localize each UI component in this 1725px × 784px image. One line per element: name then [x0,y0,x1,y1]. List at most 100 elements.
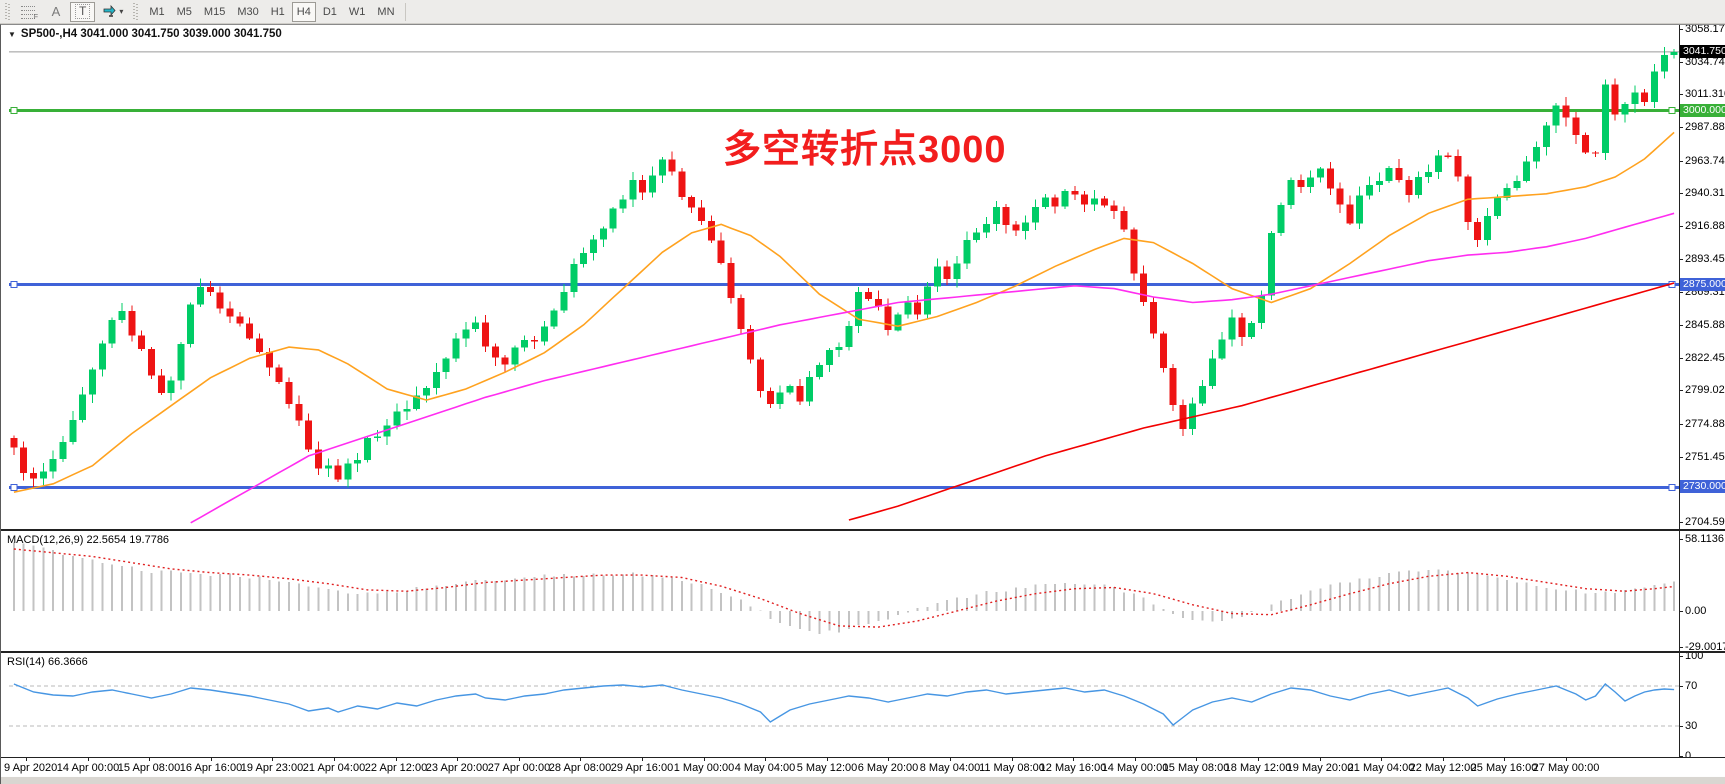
price-axis-label: 2916.880 [1685,220,1725,232]
tf-button-m5[interactable]: M5 [176,5,192,18]
time-axis-label: 22 May 12:00 [1409,762,1477,774]
fibonacci-retracement-button[interactable]: F [16,2,42,22]
time-axis[interactable]: 9 Apr 2020 14 Apr 00:00 15 Apr 08:00 16 Apr… [1,758,1725,776]
tf-button-d1[interactable]: D1 [322,5,337,18]
rsi-axis-tick [1679,656,1683,657]
arrow-tools-button[interactable]: ▾ [97,2,128,22]
text-tool-button[interactable]: T [70,1,96,22]
price-badge-3000.000: 3000.000 [1680,104,1725,117]
price-axis-label: 2822.450 [1685,352,1725,364]
macd-signal-line [13,548,1675,628]
rsi-axis-tick [1679,686,1683,687]
text-label-button[interactable]: A [44,2,68,22]
tf-button-w1[interactable]: W1 [348,5,366,18]
price-axis-label: 3058.170 [1685,25,1725,35]
time-axis-tick [396,758,397,761]
resistance-3000-handle-right[interactable] [1668,107,1676,114]
price-axis-tick [1679,457,1683,458]
time-axis-tick [88,758,89,761]
price-badge-3041.750: 3041.750 [1680,45,1725,58]
time-axis-label: 27 May 00:00 [1532,762,1600,774]
time-axis-tick [580,758,581,761]
time-axis-tick [1320,758,1321,761]
chart-text-annotation[interactable]: 多空转折点3000 [723,129,1007,171]
price-axis-tick [1679,193,1683,194]
tf-button-m1[interactable]: M1 [149,5,165,18]
toolbar-grip[interactable] [5,2,11,21]
time-axis-label: 8 May 04:00 [919,762,981,774]
main-price-panel[interactable]: ▼ SP500-,H4 3041.000 3041.750 3039.000 3… [1,25,1725,531]
price-badge-2730.000: 2730.000 [1680,480,1725,493]
window-bottom-strip [1,776,1725,784]
price-axis-tick [1679,325,1683,326]
support-2730-handle-right[interactable] [1668,484,1676,491]
macd-canvas[interactable] [1,531,1679,651]
time-axis-label: 6 May 20:00 [857,762,919,774]
price-axis-tick [1679,292,1683,293]
time-axis-tick [827,758,828,761]
time-axis-label: 14 Apr 00:00 [56,762,120,774]
price-axis-tick [1679,62,1683,63]
price-badge-2875.000: 2875.000 [1680,278,1725,291]
time-axis-tick [1443,758,1444,761]
time-axis-label: 19 Apr 23:00 [240,762,304,774]
ma-mid-line [190,212,1675,524]
tf-button-mn[interactable]: MN [377,5,395,18]
chart-title-collapse-icon[interactable]: ▼ [8,29,16,39]
rsi-axis-border [1679,653,1680,757]
time-axis-tick [642,758,643,761]
macd-panel[interactable]: MACD(12,26,9) 22.5654 19.7786 58.1136 0.0… [1,531,1725,653]
resistance-3000-handle-left[interactable] [10,107,18,114]
time-axis-label: 21 Apr 04:00 [302,762,366,774]
macd-axis-label: 58.1136 [1685,533,1724,545]
price-axis-tick [1679,259,1683,260]
time-axis-label: 25 May 16:00 [1470,762,1538,774]
price-axis-tick [1679,358,1683,359]
chevron-down-icon: ▾ [119,7,124,16]
tf-button-m30[interactable]: M30 [237,5,259,18]
time-axis-tick [26,758,27,761]
rsi-axis-label: 100 [1685,653,1704,662]
time-axis-tick [1135,758,1136,761]
time-axis-tick [1504,758,1505,761]
tf-button-m15[interactable]: M15 [203,5,226,18]
support-2875-handle-left[interactable] [10,281,18,288]
tf-button-h4-active[interactable]: H4 [291,1,316,22]
time-axis-label: 29 Apr 16:00 [610,762,674,774]
time-axis-label: 28 Apr 08:00 [548,762,612,774]
time-axis-label: 4 May 04:00 [734,762,796,774]
time-axis-label: 11 May 08:00 [979,762,1045,774]
price-axis-label: 2987.880 [1685,121,1725,133]
price-axis-label: 2963.740 [1685,155,1725,167]
price-axis-label: 3034.740 [1685,56,1725,68]
time-axis-label: 15 May 08:00 [1162,762,1230,774]
macd-label: MACD(12,26,9) 22.5654 19.7786 [7,534,170,546]
price-axis-tick [1679,424,1683,425]
time-axis-tick [1073,758,1074,761]
time-axis-tick [272,758,273,761]
price-axis-label: 2845.880 [1685,319,1725,331]
time-axis-tick [765,758,766,761]
price-axis-tick [1679,29,1683,30]
tf-button-h1[interactable]: H1 [270,5,285,18]
support-2730-handle-left[interactable] [10,484,18,491]
main-chart-canvas[interactable] [1,25,1679,529]
price-axis-tick [1679,94,1683,95]
candles [10,47,1678,488]
rsi-axis-tick [1679,756,1683,757]
toolbar-separator [404,2,406,21]
time-axis-tick [1258,758,1259,761]
rsi-panel[interactable]: RSI(14) 66.3666 100 70 30 0 [1,653,1725,758]
time-axis-label: 19 May 20:00 [1286,762,1354,774]
time-axis-label: 5 May 12:00 [796,762,858,774]
rsi-axis-label: 30 [1685,720,1698,732]
rsi-canvas[interactable] [1,653,1679,757]
toolbar-grip-2[interactable] [133,2,140,21]
time-axis-label: 14 May 00:00 [1101,762,1169,774]
price-axis-label: 2799.020 [1685,384,1725,396]
time-axis-tick [149,758,150,761]
toolbar: F A T ▾ M1 M5 M15 M30 H1 H4 D1 W1 MN [0,0,1725,24]
time-axis-label: 27 Apr 00:00 [487,762,551,774]
chart-title[interactable]: ▼ SP500-,H4 3041.000 3041.750 3039.000 3… [8,28,282,40]
chart-ohlc-line: SP500-,H4 3041.000 3041.750 3039.000 304… [20,28,282,40]
